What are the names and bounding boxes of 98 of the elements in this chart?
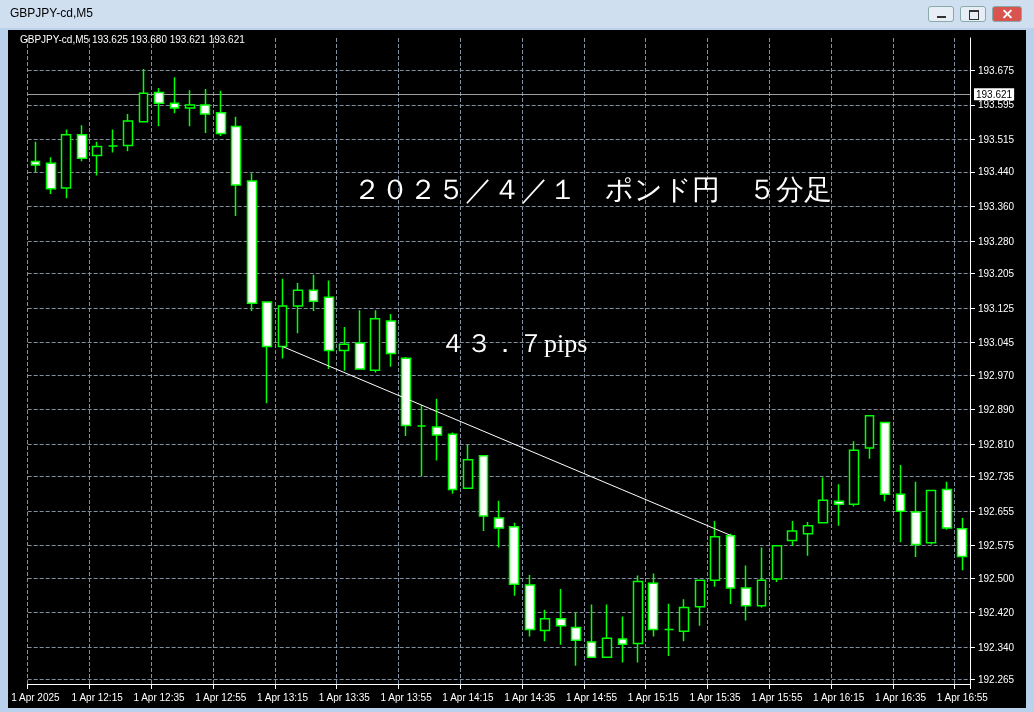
candlestick	[508, 522, 520, 597]
candlestick	[555, 588, 567, 646]
candlestick	[647, 572, 659, 638]
y-tick-label: 193.675	[978, 64, 1015, 76]
candlestick	[261, 301, 273, 404]
x-tick-label: 1 Apr 16:15	[813, 691, 865, 703]
annotation: ２０２５／４／１ ポンド円 ５分足	[353, 173, 832, 205]
candlestick	[400, 356, 412, 437]
x-tick-label: 1 Apr 15:55	[751, 691, 803, 703]
candlestick	[199, 88, 211, 134]
x-tick-label: 1 Apr 13:35	[318, 691, 371, 703]
candlestick	[524, 574, 536, 638]
candlestick	[771, 544, 783, 583]
y-tick-label: 192.970	[978, 369, 1015, 381]
y-tick-label: 192.655	[978, 505, 1015, 517]
x-tick-label: 1 Apr 14:35	[504, 691, 556, 703]
candlestick	[338, 326, 350, 372]
y-tick-label: 193.125	[978, 302, 1015, 314]
x-tick-label: 1 Apr 16:55	[936, 691, 989, 703]
chart-title: GBPJPY-cd,M5	[10, 6, 93, 20]
y-tick-label: 193.360	[978, 201, 1015, 213]
candlestick	[122, 113, 134, 152]
x-tick-label: 1 Apr 15:35	[689, 691, 742, 703]
candlestick	[138, 68, 149, 123]
candlestick	[76, 124, 88, 162]
candlestick	[833, 483, 845, 527]
x-tick-label: 1 Apr 2025	[11, 691, 61, 703]
candlestick	[292, 282, 304, 334]
candlestick	[864, 414, 875, 460]
candlestick	[45, 156, 57, 195]
y-tick-label: 193.045	[978, 337, 1015, 349]
y-tick-label: 192.420	[978, 607, 1015, 619]
y-tick-label: 193.440	[978, 166, 1015, 178]
candlestick	[925, 489, 937, 546]
annotation: ４３．７pips	[440, 328, 588, 358]
y-tick-label: 193.205	[978, 268, 1015, 279]
y-tick-label: 192.340	[978, 641, 1015, 653]
candlestick	[369, 309, 381, 374]
candlestick	[941, 481, 953, 531]
candlestick	[617, 615, 628, 664]
candlestick	[493, 500, 505, 549]
candlestick	[431, 398, 443, 462]
candlestick	[447, 431, 458, 495]
candlestick	[848, 440, 860, 508]
x-tick-label: 1 Apr 13:15	[256, 691, 309, 703]
y-tick-label: 192.810	[978, 438, 1015, 450]
candlestick	[246, 172, 258, 312]
candlestick	[632, 574, 644, 664]
x-tick-label: 1 Apr 12:15	[71, 691, 124, 703]
candlestick	[663, 602, 675, 657]
candlestick	[462, 444, 474, 490]
candlestick	[586, 603, 597, 658]
candlestick	[570, 611, 582, 667]
y-tick-label: 192.265	[978, 674, 1015, 686]
candlestick	[308, 274, 319, 312]
candlestick	[539, 608, 551, 642]
candlestick	[91, 140, 103, 177]
y-tick-label: 192.575	[978, 540, 1015, 552]
candlestick	[30, 140, 41, 173]
candlestick	[184, 89, 196, 127]
candlestick	[354, 309, 366, 370]
candlestick	[817, 476, 829, 524]
candlestick	[385, 313, 397, 368]
candlestick	[740, 564, 752, 622]
candlestick	[756, 546, 767, 609]
candlestick	[277, 277, 288, 360]
x-tick-label: 1 Apr 13:55	[380, 691, 433, 703]
x-tick-label: 1 Apr 14:55	[565, 691, 618, 703]
candlestick	[478, 455, 489, 532]
candlestick	[694, 579, 706, 627]
candlestick	[786, 520, 798, 547]
candlestick	[895, 464, 906, 544]
x-tick-label: 1 Apr 16:35	[874, 691, 927, 703]
candlestick	[879, 421, 891, 502]
candlestick	[709, 520, 721, 588]
y-tick-label: 193.280	[978, 235, 1015, 247]
candlestick	[678, 598, 690, 642]
candlestick	[910, 481, 922, 558]
candlestick	[416, 404, 427, 477]
candlestick	[956, 517, 968, 572]
y-tick-label: 192.500	[978, 572, 1015, 584]
x-tick-label: 1 Apr 14:15	[442, 691, 494, 703]
candlestick	[802, 521, 814, 557]
candlestick	[153, 87, 165, 127]
y-tick-label: 192.735	[978, 471, 1015, 483]
x-tick-label: 1 Apr 12:35	[133, 691, 185, 703]
ref-line-label: 193.621	[976, 88, 1013, 100]
candlestick	[601, 603, 613, 659]
candlestick	[215, 89, 227, 137]
chart-subtitle: GBPJPY-cd,M5 193.625 193.680 193.621 193.621	[20, 34, 245, 45]
y-tick-label: 192.890	[978, 404, 1015, 416]
candlestick	[230, 115, 242, 217]
y-tick-label: 193.515	[978, 134, 1015, 146]
x-tick-label: 1 Apr 15:15	[627, 691, 680, 703]
candlestick	[60, 128, 72, 200]
x-tick-label: 1 Apr 12:55	[195, 691, 247, 703]
candlestick	[169, 76, 180, 114]
y-tick-label: 193.595	[978, 99, 1015, 111]
